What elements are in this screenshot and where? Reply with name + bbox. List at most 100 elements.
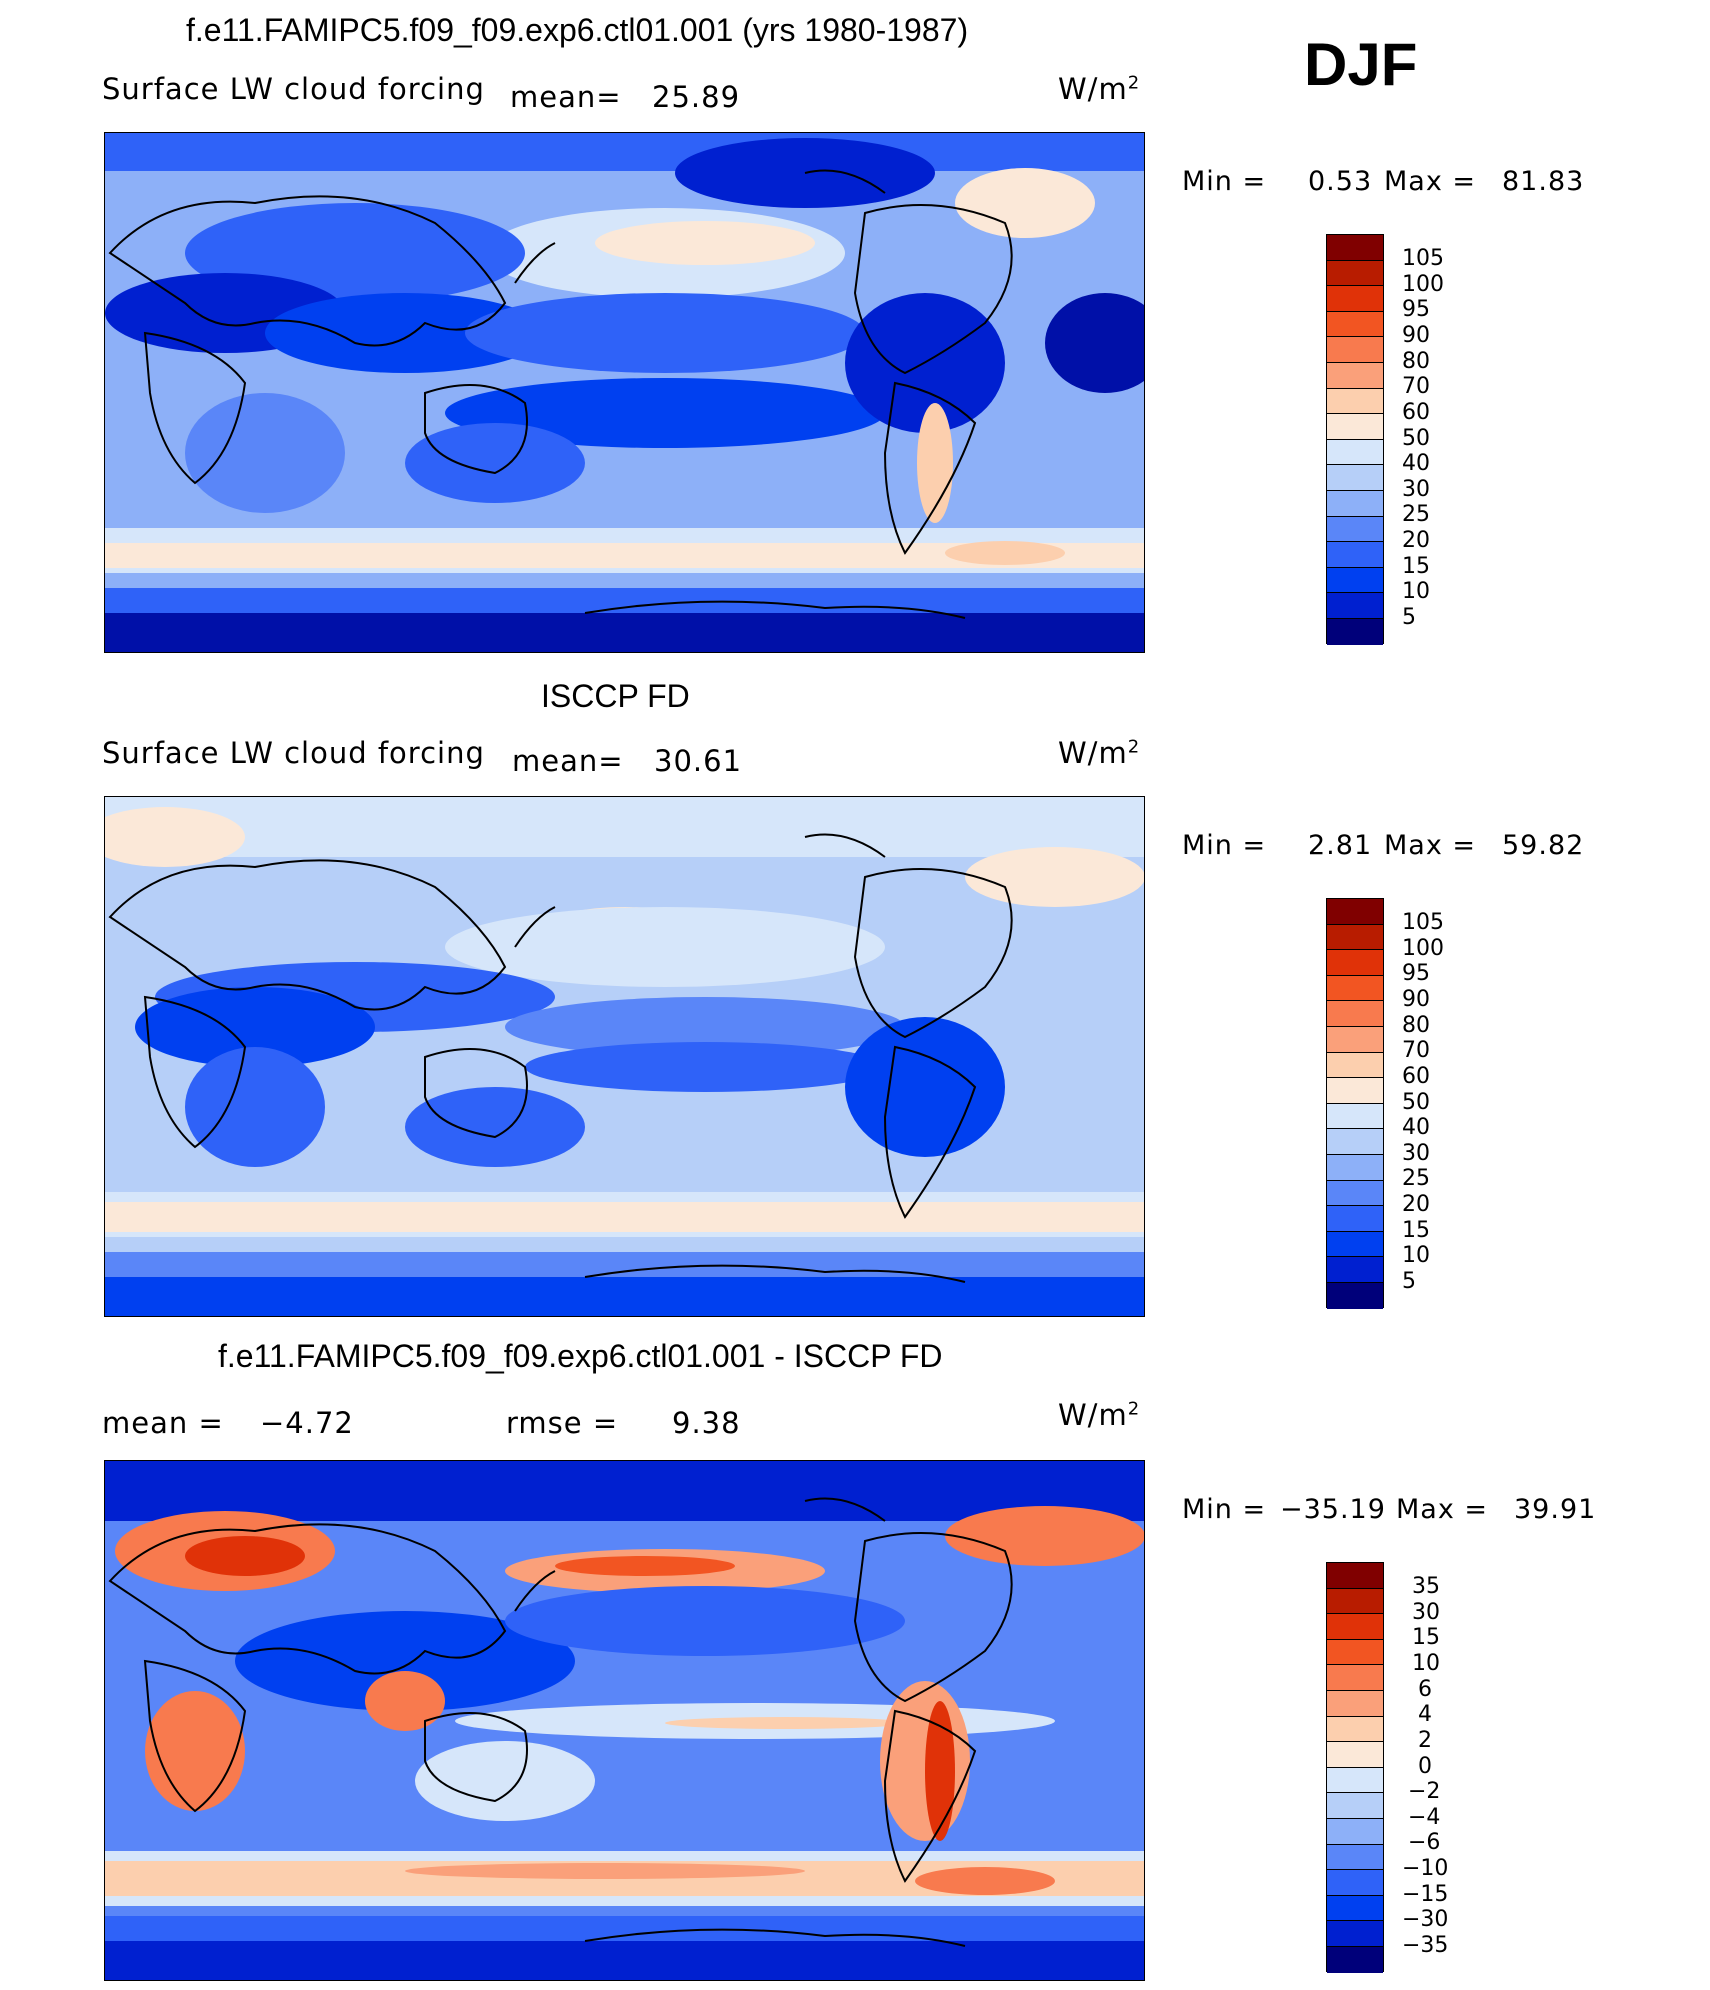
panel3-colorbar-swatch — [1327, 1870, 1383, 1896]
panel3-rmse-value: 9.38 — [672, 1406, 741, 1440]
panel2-variable: Surface LW cloud forcing — [102, 736, 485, 770]
panel1-colorbar-swatch — [1327, 260, 1383, 287]
colorbar-label: −4 — [1408, 1805, 1441, 1830]
panel1-title: f.e11.FAMIPC5.f09_f09.exp6.ctl01.001 (yr… — [186, 12, 969, 48]
colorbar-label: 35 — [1412, 1574, 1440, 1599]
colorbar-label: 40 — [1402, 451, 1430, 476]
panel3-title: f.e11.FAMIPC5.f09_f09.exp6.ctl01.001 - I… — [218, 1338, 943, 1374]
panel2-colorbar-swatch — [1327, 1257, 1383, 1283]
season-label: DJF — [1304, 31, 1418, 98]
panel3-colorbar-swatch — [1327, 1946, 1383, 1973]
panel1-min-label: Min = — [1182, 166, 1267, 197]
colorbar-label: 50 — [1402, 426, 1430, 451]
panel3-colorbar-swatch — [1327, 1793, 1383, 1819]
panel2-colorbar-swatch — [1327, 899, 1383, 925]
colorbar-label: 25 — [1402, 502, 1430, 527]
panel1-colorbar-swatch — [1327, 516, 1383, 543]
colorbar-label: −6 — [1408, 1830, 1441, 1855]
panel3-min-label: Min = — [1182, 1494, 1267, 1525]
colorbar-label: −15 — [1402, 1882, 1449, 1907]
panel1-colorbar-swatch — [1327, 618, 1383, 645]
panel3-colorbar-swatch — [1327, 1563, 1383, 1589]
panel1-colorbar-swatch — [1327, 414, 1383, 440]
panel2-units: W/m2 — [1058, 736, 1141, 770]
panel3-colorbar-swatch — [1327, 1716, 1383, 1743]
panel2-colorbar-swatch — [1327, 1129, 1383, 1155]
colorbar-label: 20 — [1402, 528, 1430, 553]
panel1-min-value: 0.53 — [1308, 166, 1373, 197]
panel1-colorbar-swatch — [1327, 286, 1383, 312]
colorbar-label: 5 — [1402, 1269, 1416, 1294]
panel1-variable: Surface LW cloud forcing — [102, 72, 485, 106]
colorbar-label: 80 — [1402, 349, 1430, 374]
panel1-max-value: 81.83 — [1502, 166, 1585, 197]
panel1-colorbar-swatch — [1327, 311, 1383, 338]
colorbar-label: −30 — [1402, 1907, 1449, 1932]
panel2-colorbar-swatch — [1327, 1180, 1383, 1207]
colorbar-label: 105 — [1402, 246, 1444, 271]
panel2-max-value: 59.82 — [1502, 830, 1585, 861]
panel2-min-label: Min = — [1182, 830, 1267, 861]
panel1-colorbar-swatch — [1327, 362, 1383, 389]
colorbar-label: 50 — [1402, 1090, 1430, 1115]
panel3-colorbar-swatch — [1327, 1614, 1383, 1640]
panel2-max-label: Max = — [1384, 830, 1477, 861]
panel2-colorbar-swatch — [1327, 1103, 1383, 1130]
colorbar-label: 95 — [1402, 961, 1430, 986]
panel1-colorbar-swatch — [1327, 542, 1383, 568]
colorbar-label: 90 — [1402, 987, 1430, 1012]
colorbar-label: 10 — [1402, 579, 1430, 604]
colorbar-label: 0 — [1418, 1754, 1432, 1779]
panel2-colorbar — [1326, 898, 1384, 1309]
colorbar-label: 80 — [1402, 1013, 1430, 1038]
panel3-colorbar — [1326, 1562, 1384, 1973]
colorbar-label: 6 — [1418, 1677, 1432, 1702]
panel3-mean-label: mean = — [102, 1406, 224, 1440]
panel2-colorbar-swatch — [1327, 1026, 1383, 1053]
panel3-colorbar-swatch — [1327, 1588, 1383, 1615]
colorbar-label: 70 — [1402, 374, 1430, 399]
panel1-max-label: Max = — [1384, 166, 1477, 197]
colorbar-label: 30 — [1402, 477, 1430, 502]
colorbar-label: 95 — [1402, 297, 1430, 322]
panel1-colorbar-swatch — [1327, 439, 1383, 466]
panel2-min-value: 2.81 — [1308, 830, 1373, 861]
colorbar-label: 20 — [1402, 1192, 1430, 1217]
colorbar-label: 30 — [1412, 1600, 1440, 1625]
panel1-colorbar-swatch — [1327, 388, 1383, 415]
panel2-map — [104, 796, 1145, 1317]
panel2-colorbar-swatch — [1327, 1154, 1383, 1181]
colorbar-label: 40 — [1402, 1115, 1430, 1140]
panel2-colorbar-swatch — [1327, 1052, 1383, 1079]
colorbar-label: 4 — [1418, 1702, 1432, 1727]
panel3-colorbar-swatch — [1327, 1818, 1383, 1845]
colorbar-label: 15 — [1402, 554, 1430, 579]
colorbar-label: 10 — [1412, 1651, 1440, 1676]
colorbar-label: 2 — [1418, 1728, 1432, 1753]
panel1-map — [104, 132, 1145, 653]
panel2-map-svg — [105, 797, 1144, 1316]
panel2-colorbar-swatch — [1327, 1001, 1383, 1027]
panel2-colorbar-swatch — [1327, 1206, 1383, 1232]
panel3-colorbar-swatch — [1327, 1844, 1383, 1871]
panel2-colorbar-swatch — [1327, 1231, 1383, 1258]
colorbar-label: −2 — [1408, 1779, 1441, 1804]
colorbar-label: −35 — [1402, 1933, 1449, 1958]
panel3-max-value: 39.91 — [1514, 1494, 1597, 1525]
panel3-rmse-label: rmse = — [506, 1406, 619, 1440]
colorbar-label: 25 — [1402, 1166, 1430, 1191]
panel3-colorbar-swatch — [1327, 1665, 1383, 1691]
colorbar-label: 100 — [1402, 272, 1444, 297]
panel3-max-label: Max = — [1396, 1494, 1489, 1525]
panel1-units: W/m2 — [1058, 72, 1141, 106]
panel2-colorbar-swatch — [1327, 975, 1383, 1002]
panel3-min-value: −35.19 — [1280, 1494, 1386, 1525]
panel3-map — [104, 1460, 1145, 1981]
panel1-colorbar-swatch — [1327, 593, 1383, 619]
colorbar-label: 60 — [1402, 1064, 1430, 1089]
colorbar-label: 15 — [1402, 1218, 1430, 1243]
colorbar-label: 30 — [1402, 1141, 1430, 1166]
panel3-units: W/m2 — [1058, 1398, 1141, 1432]
panel3-colorbar-swatch — [1327, 1742, 1383, 1768]
panel3-colorbar-swatch — [1327, 1895, 1383, 1922]
